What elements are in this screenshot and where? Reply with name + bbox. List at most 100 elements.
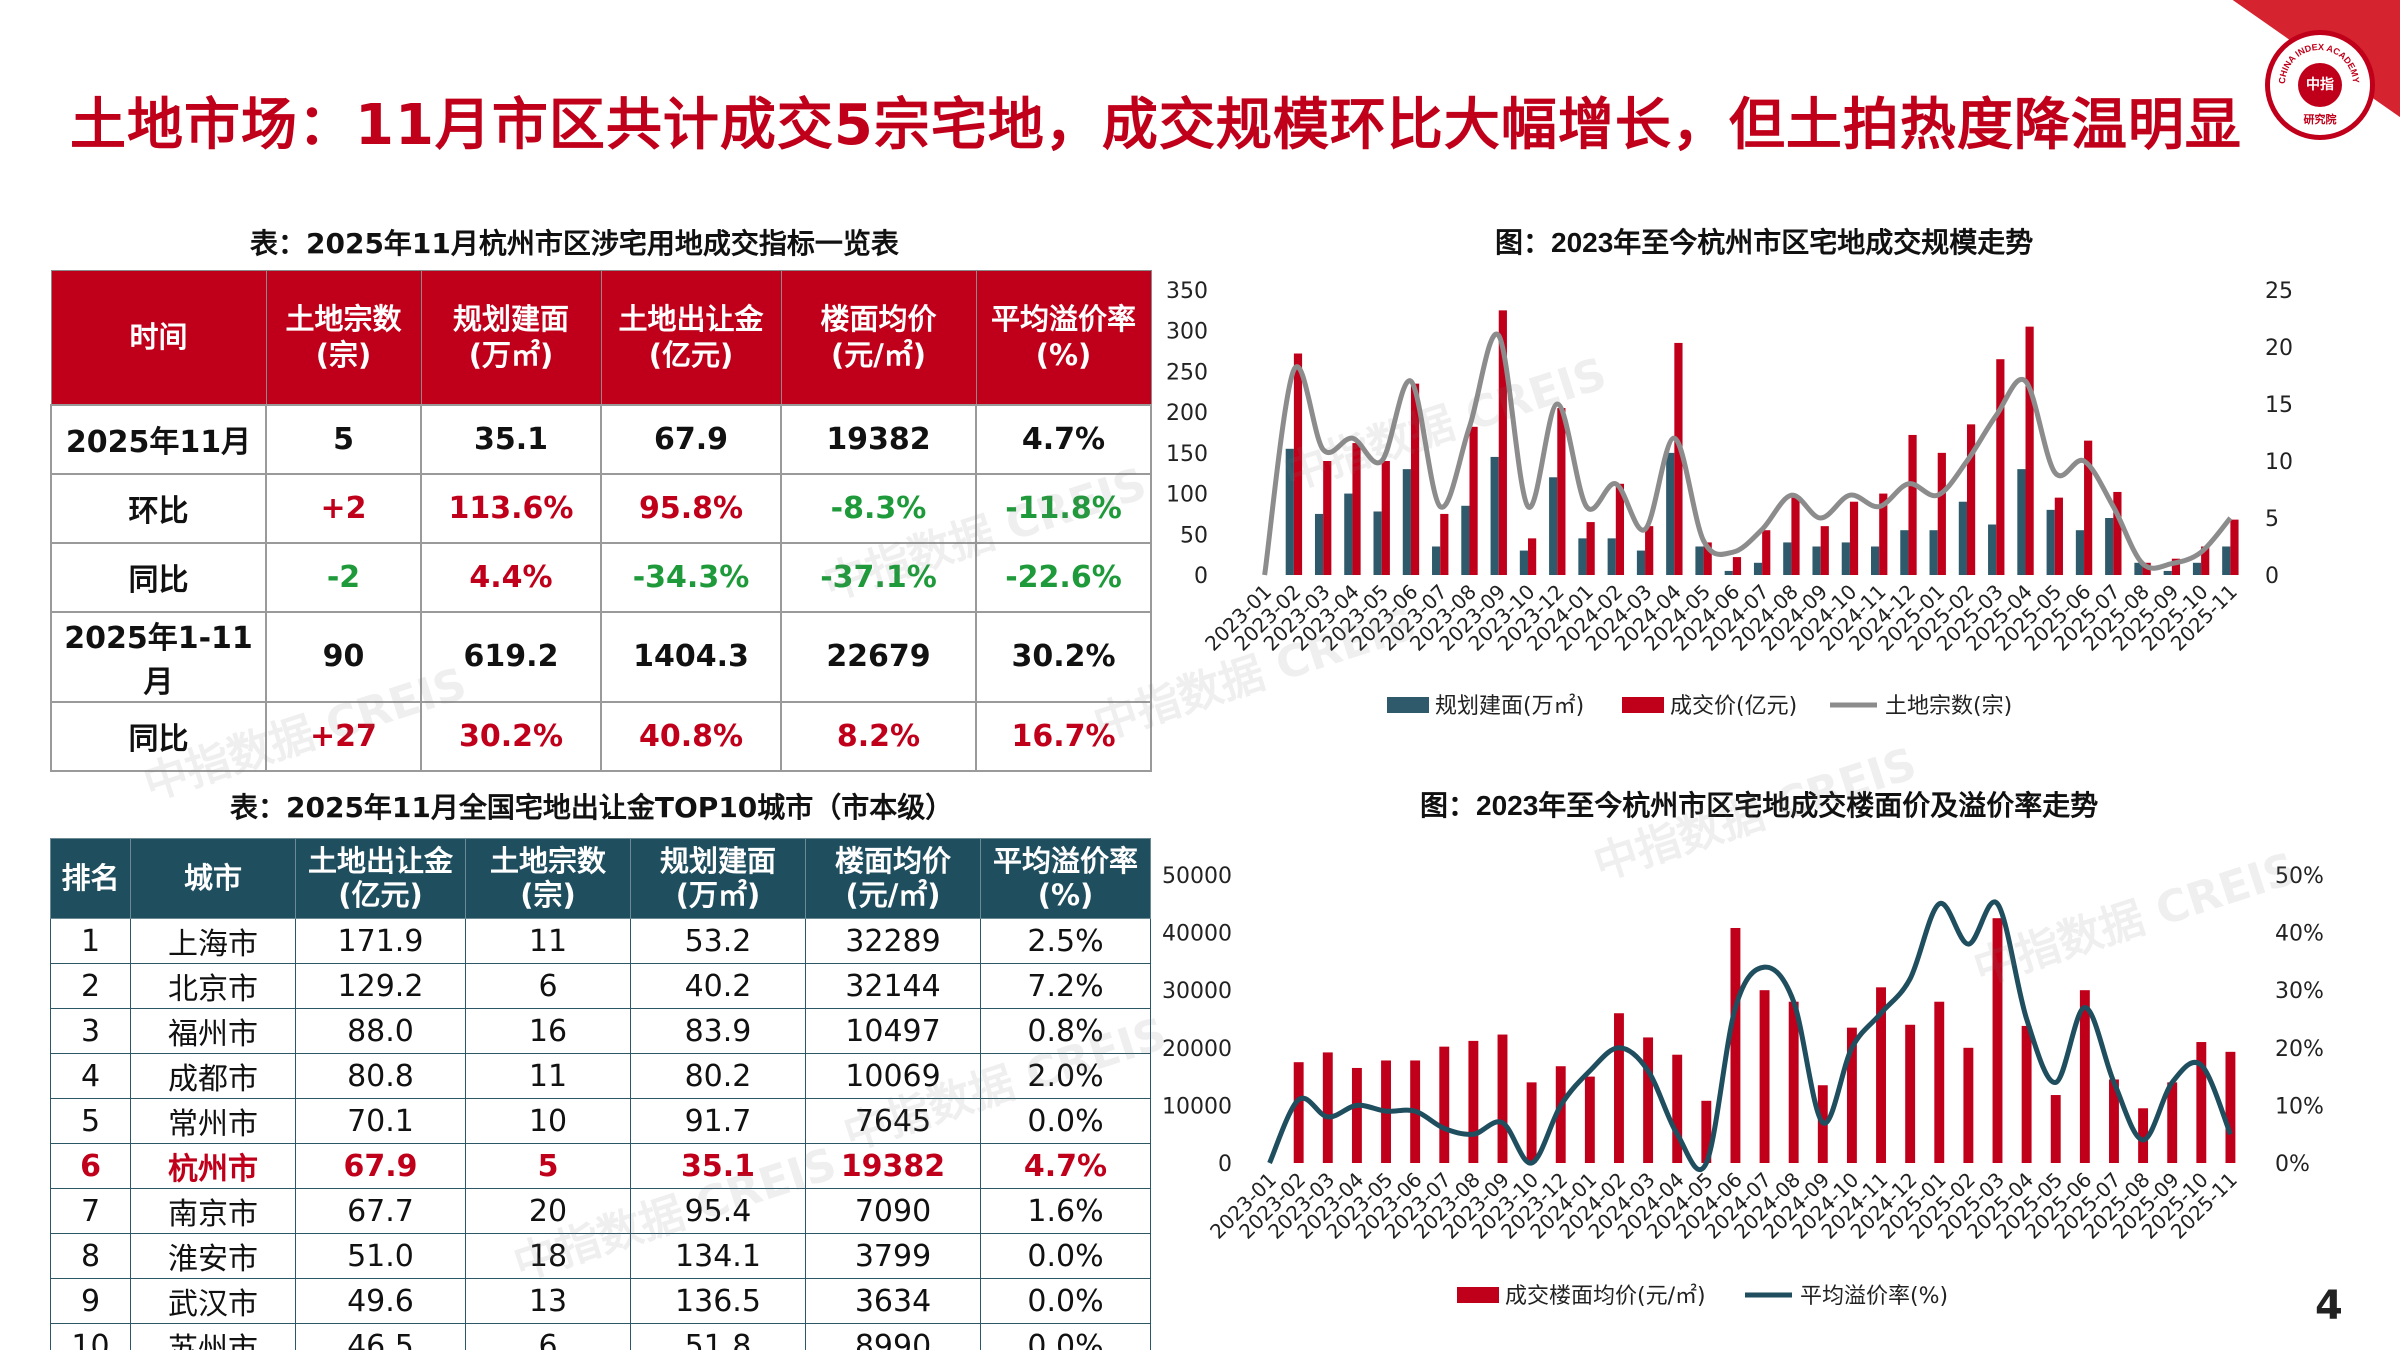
- chart1-bar: [2192, 562, 2202, 575]
- chart1-bar: [1586, 522, 1595, 575]
- chart2-y-right-tick: 50%: [2275, 864, 2324, 889]
- chart1-legend-swatch: [1387, 697, 1429, 713]
- table2-cell: 4.7%: [980, 1143, 1151, 1189]
- chart1-y-left-tick: 300: [1166, 320, 1208, 345]
- table2-cell: 136.5: [630, 1278, 806, 1324]
- table2-cell: 80.8: [295, 1053, 466, 1099]
- table2-cell: 1: [50, 918, 131, 964]
- chart1-bar: [1578, 538, 1587, 575]
- table2-cell: 91.7: [630, 1098, 806, 1144]
- chart2-line: [1267, 899, 2233, 1173]
- chart2-bar: [1643, 1037, 1654, 1163]
- table1-cell: 40.8%: [600, 700, 782, 772]
- chart1-y-left-tick: 50: [1180, 523, 1208, 548]
- table2-cell: 10: [465, 1098, 631, 1144]
- chart2-bar: [1905, 1024, 1916, 1163]
- chart1-bar: [1461, 505, 1470, 575]
- chart1-bar: [1285, 448, 1294, 575]
- chart2-bar: [1701, 1100, 1712, 1163]
- table2-cell: 0.0%: [980, 1233, 1151, 1279]
- chart1-bar: [1519, 550, 1529, 575]
- chart1-bar: [1929, 530, 1938, 575]
- table2-cell: 18: [465, 1233, 631, 1279]
- chart1-bar: [1440, 513, 1449, 575]
- chart2-bar: [1759, 990, 1770, 1163]
- table-row: 1 上海市 171.9 11 53.2 32289 2.5%: [50, 918, 1151, 964]
- table2-cell: 4: [50, 1053, 131, 1099]
- chart1-bar: [1557, 408, 1566, 575]
- chart1-bar: [1469, 426, 1478, 575]
- table2-cell: 北京市: [130, 963, 296, 1009]
- table1-cell: 30.2%: [975, 610, 1152, 703]
- table1-cell: 95.8%: [600, 472, 782, 544]
- table2-cell: 上海市: [130, 918, 296, 964]
- chart1-y-right-tick: 15: [2265, 393, 2293, 418]
- chart2-bar: [1730, 927, 1741, 1163]
- table1-cell: 5: [265, 403, 422, 475]
- chart1-bar: [2230, 519, 2239, 575]
- chart1-bar: [1607, 538, 1616, 575]
- chart1-bar: [1381, 461, 1390, 575]
- table1-cell: 16.7%: [975, 700, 1152, 772]
- chart2-legend-swatch: [1457, 1287, 1499, 1303]
- table2-cell: 南京市: [130, 1188, 296, 1234]
- table2-cell: 2: [50, 963, 131, 1009]
- chart2-bar: [1526, 1082, 1537, 1163]
- table2-cell: 46.5: [295, 1323, 466, 1350]
- chart1-bar: [1528, 538, 1537, 575]
- table2-cell: 7.2%: [980, 963, 1151, 1009]
- chart1-legend-label: 成交价(亿元): [1670, 694, 1797, 719]
- watermark: 中指数据 CREIS: [1968, 843, 2303, 995]
- table2-header-cell: 排名: [50, 838, 131, 919]
- logo-bottom-text: 研究院: [2303, 113, 2337, 126]
- page-number: 4: [2315, 1283, 2343, 1329]
- chart2-bar: [1876, 987, 1886, 1163]
- chart1-bar: [1498, 310, 1507, 575]
- chart2-bar: [1788, 1001, 1799, 1163]
- chart1-bar: [2201, 546, 2210, 575]
- table1-cell: 8.2%: [780, 700, 977, 772]
- chart1-bar: [1293, 353, 1303, 575]
- table2-cell: 成都市: [130, 1053, 296, 1099]
- table1-cell: 67.9: [600, 403, 782, 475]
- chart1-bar: [1900, 530, 1909, 575]
- table2-caption: 表：2025年11月全国宅地出让金TOP10城市（市本级）: [230, 791, 954, 824]
- table1-cell: -37.1%: [780, 541, 977, 613]
- chart2-y-left-tick: 40000: [1162, 922, 1232, 947]
- chart1-bar: [1432, 546, 1441, 575]
- table-top10-cities: 排名 城市 土地出让金 (亿元) 土地宗数 (宗) 规划建面 (万㎡) 楼面均价 (元/㎡) 平均溢…: [50, 838, 1151, 1350]
- chart1-bar: [1615, 483, 1625, 575]
- chart1-bar: [1666, 452, 1675, 575]
- table1-cell: -34.3%: [600, 541, 782, 613]
- table1-cell: 2025年1-11月: [50, 610, 267, 703]
- table-row: 8 淮安市 51.0 18 134.1 3799 0.0%: [50, 1233, 1151, 1279]
- chart1-y-right-tick: 5: [2265, 507, 2279, 532]
- chart1-bar: [1849, 501, 1859, 575]
- table2-cell: 苏州市: [130, 1323, 296, 1350]
- chart2-bar: [1846, 1027, 1857, 1163]
- chart1-bar: [2105, 518, 2114, 575]
- chart1-bar: [1402, 469, 1411, 575]
- chart2-y-right-tick: 10%: [2275, 1094, 2324, 1119]
- chart1-bar: [2113, 491, 2122, 575]
- chart1-bar: [1820, 526, 1829, 575]
- chart1-bar: [1674, 342, 1683, 575]
- chart2-bar: [2167, 1082, 2178, 1163]
- chart2-bar: [1672, 1054, 1683, 1163]
- chart2-legend-label: 成交楼面均价(元/㎡): [1505, 1283, 1706, 1309]
- table2-header-cell: 楼面均价 (元/㎡): [805, 838, 981, 919]
- chart1-bar: [1352, 443, 1361, 575]
- chart1-bar: [1373, 511, 1382, 575]
- chart2-y-left-tick: 30000: [1162, 979, 1232, 1004]
- chart1-bar: [1812, 546, 1821, 575]
- chart1-bar: [2017, 469, 2026, 575]
- chart1-y-left-tick: 150: [1166, 442, 1208, 467]
- chart2-bar: [2196, 1042, 2207, 1163]
- table2-cell: 20: [465, 1188, 631, 1234]
- chart2-bar: [1439, 1046, 1450, 1163]
- table1-cell: -8.3%: [780, 472, 977, 544]
- chart1-bar: [1958, 501, 1967, 575]
- chart1-bar: [1791, 497, 1800, 575]
- table-row: 3 福州市 88.0 16 83.9 10497 0.8%: [50, 1008, 1151, 1054]
- watermark: 中指数据 CREIS: [838, 1008, 1173, 1160]
